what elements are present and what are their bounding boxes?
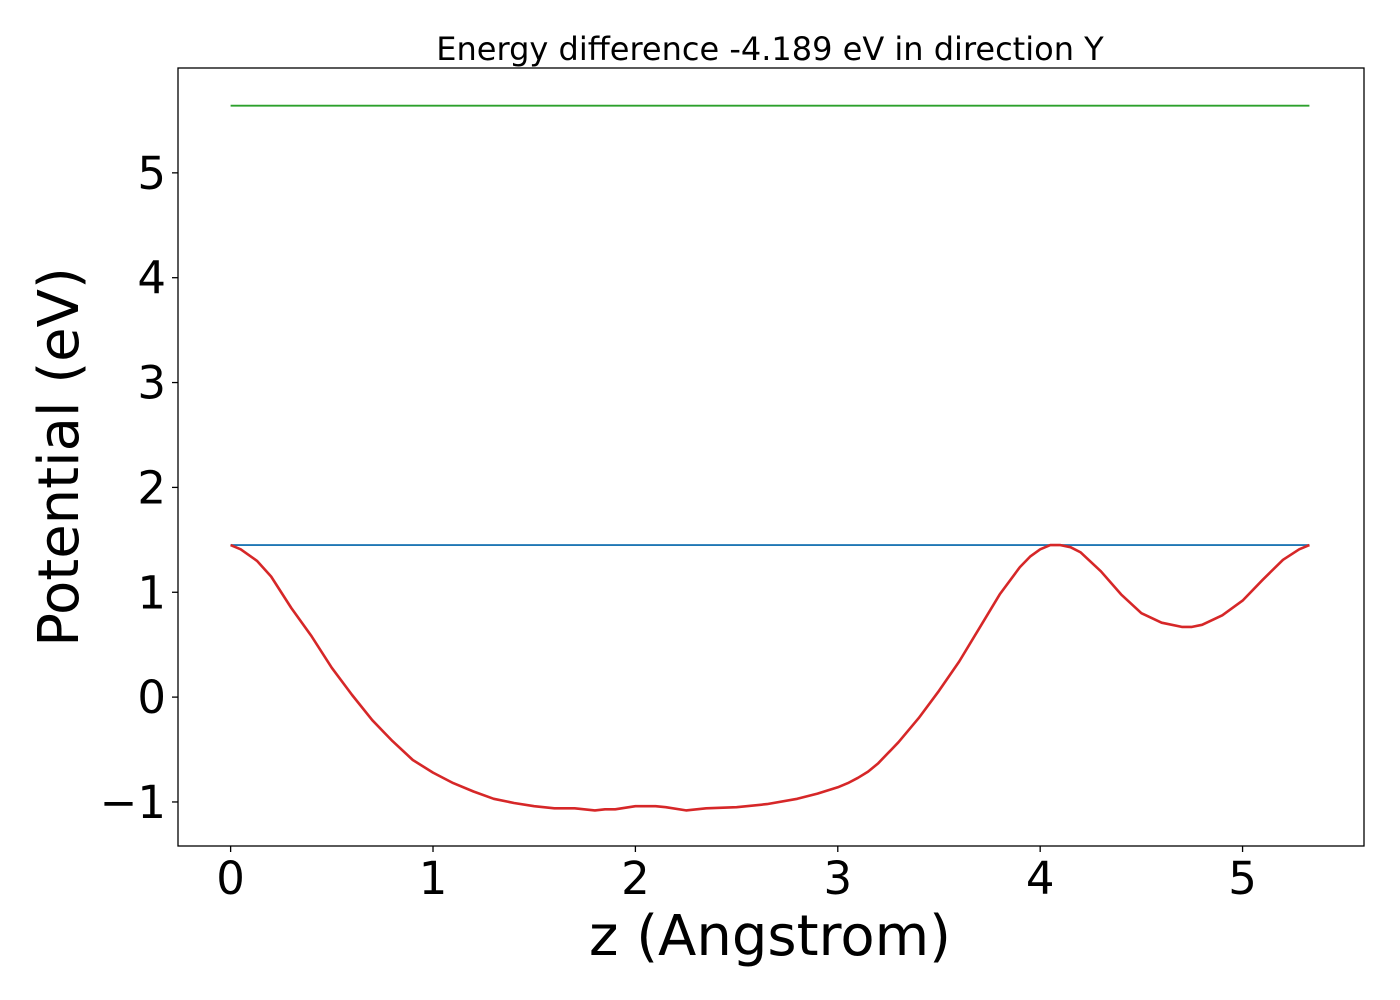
series-line-2	[230, 543, 1310, 812]
x-tick-label: 2	[621, 852, 650, 905]
y-tick-label: 0	[137, 671, 166, 724]
chart-title: Energy difference -4.189 eV in direction…	[436, 30, 1104, 68]
x-tick-label: 5	[1228, 852, 1257, 905]
x-tick-label: 0	[216, 852, 245, 905]
y-tick-label: 5	[137, 147, 166, 200]
x-tick-label: 1	[419, 852, 448, 905]
y-tick-label: 3	[137, 357, 166, 410]
y-tick-label: 1	[137, 566, 166, 619]
series-layer	[230, 104, 1310, 812]
plot-frame	[177, 67, 1365, 847]
y-tick-label: 4	[137, 252, 166, 305]
y-axis-ticks: −1 0 1 2 3 4 5	[100, 147, 178, 829]
y-axis-label: Potential (eV)	[27, 267, 92, 647]
x-tick-label: 4	[1026, 852, 1055, 905]
plot-area	[177, 67, 1365, 847]
x-tick-label: 3	[823, 852, 852, 905]
y-tick-label: −1	[100, 776, 166, 829]
x-axis-ticks: 0 1 2 3 4 5	[216, 846, 1257, 905]
x-axis-label: z (Angstrom)	[589, 904, 951, 969]
y-tick-label: 2	[137, 461, 166, 514]
